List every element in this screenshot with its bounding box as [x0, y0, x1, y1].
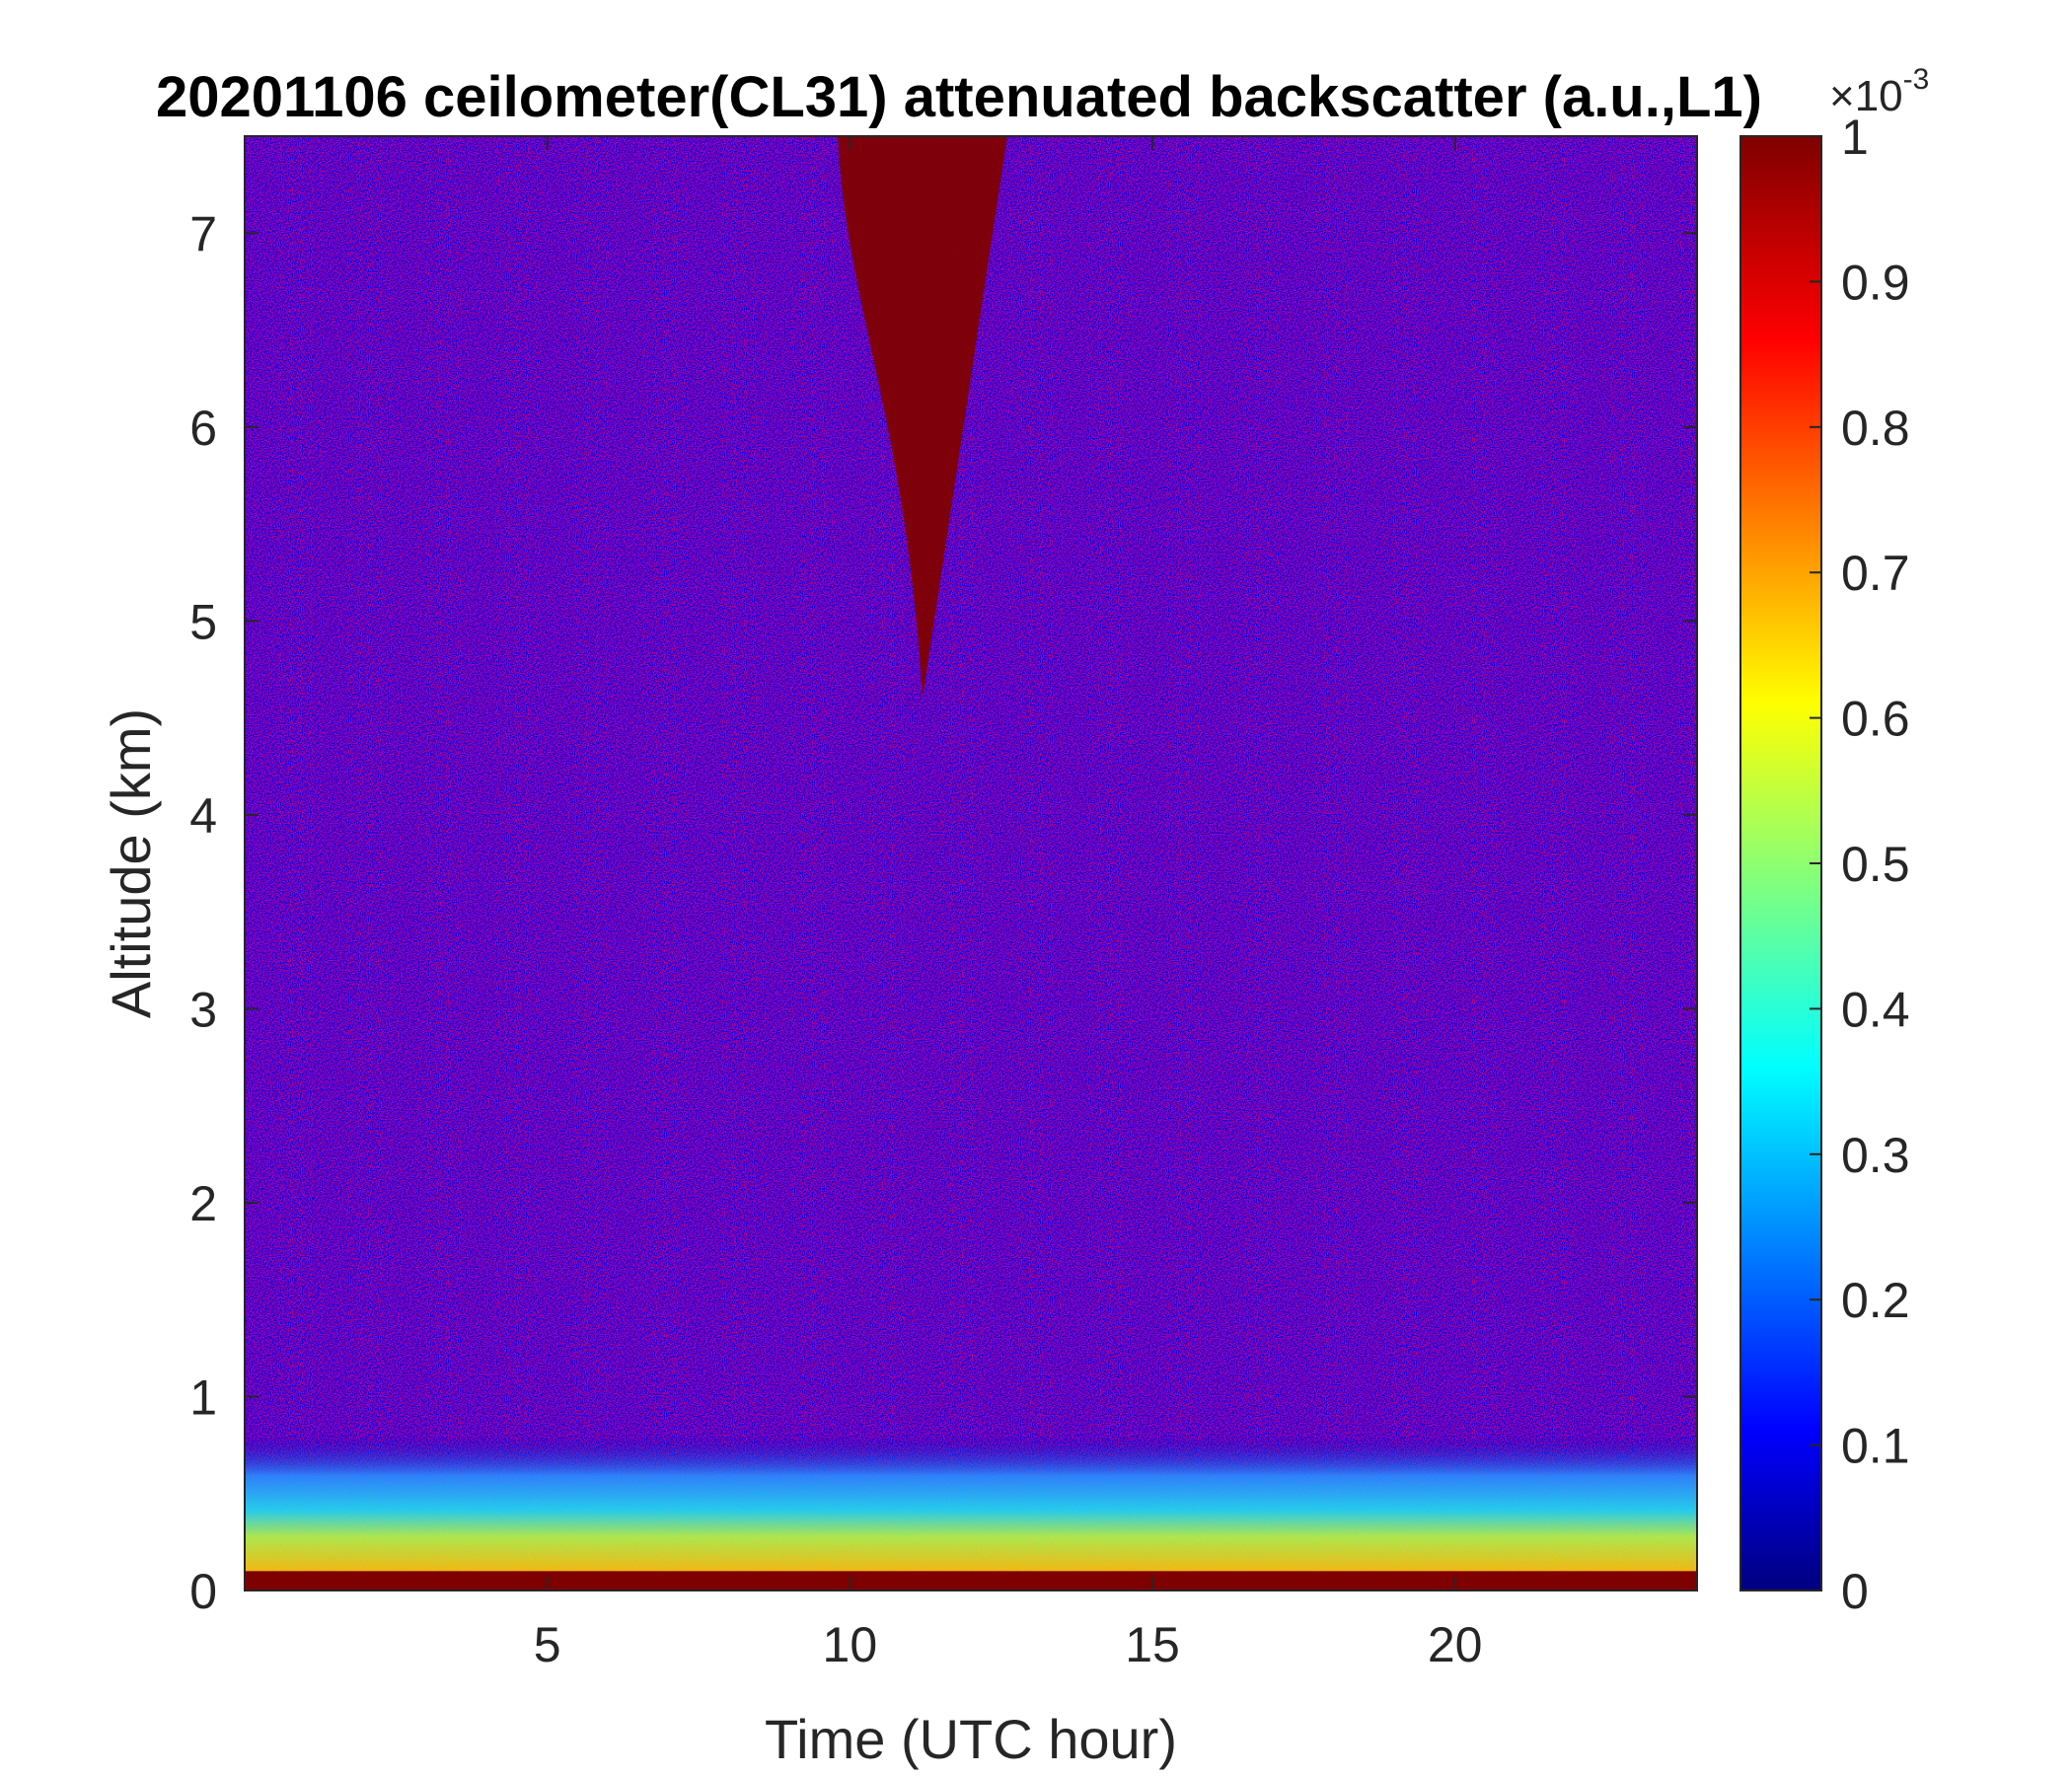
chart-title: 20201106 ceilometer(CL31) attenuated bac…	[156, 65, 1762, 129]
feature-layer	[245, 136, 1697, 1591]
colorbar-tick-label: 1	[1841, 110, 1869, 165]
colorbar-tick-label: 0.6	[1841, 692, 1910, 747]
x-tick-label: 15	[1125, 1617, 1180, 1672]
noise-layer	[245, 136, 1697, 1591]
y-tick-label: 7	[189, 206, 217, 261]
y-tick-label: 6	[189, 401, 217, 456]
y-axis-label: Altitude (km)	[100, 708, 162, 1018]
feature-surface-layer	[245, 1571, 1697, 1591]
colorbar-tick-label: 0.1	[1841, 1419, 1910, 1474]
colorbar-tick-label: 0.2	[1841, 1273, 1910, 1328]
y-tick-label: 4	[189, 788, 217, 844]
x-tick-label: 5	[534, 1617, 561, 1672]
colorbar-tick-label: 0.8	[1841, 401, 1910, 456]
y-tick-label: 0	[189, 1564, 217, 1619]
colorbar-exponent-base: ×10	[1829, 72, 1903, 120]
y-tick-label: 1	[189, 1369, 217, 1425]
plot-area	[245, 136, 1697, 1591]
y-tick-label: 5	[189, 594, 217, 649]
x-tick-label: 20	[1428, 1617, 1483, 1672]
colorbar-tick-label: 0.4	[1841, 982, 1910, 1037]
y-tick-label: 3	[189, 982, 217, 1037]
colorbar-tick-label: 0.3	[1841, 1128, 1910, 1183]
plot-frame	[244, 135, 1698, 1591]
colorbar	[1739, 135, 1822, 1591]
x-axis-ticks: 5 10 15 20	[534, 136, 1483, 1672]
feature-cirrus-plume	[838, 136, 1007, 699]
x-axis-label: Time (UTC hour)	[765, 1708, 1177, 1770]
y-tick-label: 2	[189, 1176, 217, 1231]
colorbar-exponent-power: -3	[1903, 63, 1930, 96]
colorbar-tick-label: 0.9	[1841, 255, 1910, 310]
feature-boundary-layer	[245, 1435, 1697, 1572]
colorbar-tick-label: 0.7	[1841, 546, 1910, 601]
y-axis-ticks: 0 1 2 3 4 5 6 7	[189, 206, 1697, 1619]
colorbar-ticks: 0 0.1 0.2 0.3 0.4 0.5 0.6 0.7 0.8 0.9 1	[1810, 110, 1910, 1619]
colorbar-exponent: ×10-3	[1829, 63, 1929, 120]
colorbar-tick-label: 0	[1841, 1564, 1869, 1619]
x-tick-label: 10	[823, 1617, 878, 1672]
colorbar-tick-label: 0.5	[1841, 837, 1910, 892]
